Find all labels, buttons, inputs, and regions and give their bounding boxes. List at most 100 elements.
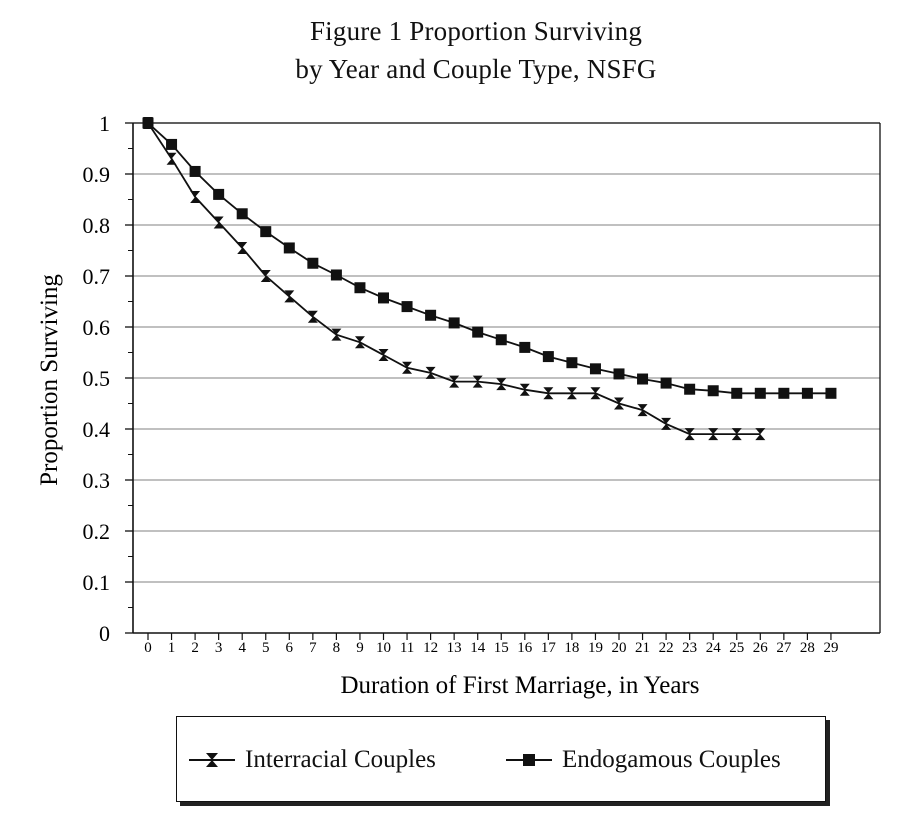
y-axis-label: Proportion Surviving bbox=[36, 274, 63, 486]
series-endogamous bbox=[142, 117, 837, 399]
y-tick-label: 0.3 bbox=[83, 468, 111, 493]
chart-title: Figure 1 Proportion Surviving bbox=[309, 16, 643, 46]
legend-label-interracial: Interracial Couples bbox=[245, 746, 436, 773]
legend-item-endogamous: Endogamous Couples bbox=[504, 745, 781, 775]
y-tick-label: 0.1 bbox=[83, 570, 111, 595]
x-tick-label: 26 bbox=[753, 640, 769, 656]
data-point-endogamous bbox=[448, 317, 460, 329]
x-tick-label: 12 bbox=[423, 640, 438, 656]
y-tick-label: 0.8 bbox=[83, 213, 111, 238]
x-tick-label: 11 bbox=[400, 640, 414, 656]
x-tick-label: 2 bbox=[191, 640, 199, 656]
data-point-interracial bbox=[213, 216, 224, 229]
data-point-interracial bbox=[708, 428, 719, 441]
x-tick-label: 19 bbox=[588, 640, 603, 656]
x-tick-label: 5 bbox=[262, 640, 270, 656]
data-point-endogamous bbox=[519, 341, 531, 353]
y-tick-label: 0.2 bbox=[83, 519, 111, 544]
x-tick-label: 21 bbox=[635, 640, 650, 656]
x-tick-label: 0 bbox=[144, 640, 152, 656]
data-point-endogamous bbox=[589, 363, 601, 375]
legend: Interracial Couples Endogamous Couples bbox=[176, 716, 826, 802]
x-tick-label: 15 bbox=[494, 640, 509, 656]
data-point-endogamous bbox=[801, 387, 813, 399]
x-tick-label: 4 bbox=[238, 640, 246, 656]
chart-subtitle: by Year and Couple Type, NSFG bbox=[295, 54, 657, 84]
data-point-interracial bbox=[402, 361, 413, 374]
y-tick-label: 0.9 bbox=[83, 162, 111, 187]
y-tick-label: 0 bbox=[99, 621, 110, 646]
data-point-interracial bbox=[614, 397, 624, 410]
x-tick-label: 25 bbox=[729, 640, 744, 656]
data-point-endogamous bbox=[330, 269, 342, 281]
x-tick-label: 16 bbox=[517, 640, 533, 656]
data-point-endogamous bbox=[213, 188, 225, 200]
x-tick-label: 17 bbox=[541, 640, 557, 656]
data-point-interracial bbox=[237, 241, 248, 254]
data-point-endogamous bbox=[401, 301, 413, 313]
x-tick-label: 8 bbox=[333, 640, 341, 656]
data-point-endogamous bbox=[613, 368, 625, 380]
data-point-interracial bbox=[190, 190, 201, 203]
data-point-endogamous bbox=[566, 357, 578, 369]
data-point-endogamous bbox=[236, 208, 248, 220]
data-point-interracial bbox=[425, 366, 436, 379]
data-point-endogamous bbox=[472, 326, 484, 338]
data-point-interracial bbox=[731, 428, 742, 441]
data-point-endogamous bbox=[283, 242, 295, 254]
x-tick-label: 23 bbox=[682, 640, 697, 656]
x-tick-label: 28 bbox=[800, 640, 815, 656]
data-point-interracial bbox=[331, 328, 342, 341]
endogamous-marker-icon bbox=[506, 754, 552, 766]
data-point-endogamous bbox=[660, 377, 672, 389]
data-point-interracial bbox=[472, 375, 483, 388]
data-point-endogamous bbox=[707, 385, 719, 397]
series-layer bbox=[142, 117, 837, 441]
data-point-interracial bbox=[284, 290, 295, 303]
data-point-endogamous bbox=[684, 383, 696, 395]
x-tick-label: 14 bbox=[470, 640, 486, 656]
data-point-endogamous bbox=[637, 373, 649, 385]
x-axis-label: Duration of First Marriage, in Years bbox=[341, 672, 700, 699]
axes bbox=[125, 122, 881, 640]
x-tick-labels: 0 1 2 3 4 5 6 7 8 9 10 11 12 13 14 15 16 17 18 19 20 21 22 23 24… bbox=[144, 640, 838, 656]
y-tick-label: 0.7 bbox=[83, 264, 111, 289]
interracial-marker-icon bbox=[189, 753, 235, 767]
x-tick-label: 7 bbox=[309, 640, 317, 656]
data-point-endogamous bbox=[754, 387, 766, 399]
y-tick-label: 0.4 bbox=[83, 417, 111, 442]
y-tick-label: 0.5 bbox=[83, 366, 111, 391]
x-tick-label: 9 bbox=[356, 640, 364, 656]
data-point-interracial bbox=[166, 152, 177, 165]
y-tick-label: 1 bbox=[99, 111, 110, 136]
legend-label-endogamous: Endogamous Couples bbox=[562, 746, 781, 773]
x-tick-label: 24 bbox=[706, 640, 722, 656]
data-point-interracial bbox=[378, 349, 389, 362]
data-point-interracial bbox=[566, 387, 577, 400]
data-point-endogamous bbox=[378, 292, 389, 304]
data-point-interracial bbox=[449, 375, 460, 388]
data-point-interracial bbox=[543, 387, 554, 400]
x-tick-label: 27 bbox=[776, 640, 792, 656]
data-point-interracial bbox=[260, 270, 271, 282]
x-tick-label: 6 bbox=[286, 640, 294, 656]
x-tick-label: 18 bbox=[564, 640, 579, 656]
x-tick-label: 13 bbox=[447, 640, 462, 656]
data-point-endogamous bbox=[166, 138, 178, 150]
legend-item-interracial: Interracial Couples bbox=[187, 745, 436, 775]
data-point-interracial bbox=[590, 387, 601, 400]
data-point-interracial bbox=[637, 404, 648, 417]
data-point-interracial bbox=[496, 378, 507, 391]
data-point-endogamous bbox=[354, 282, 366, 294]
data-point-interracial bbox=[307, 310, 318, 323]
data-point-endogamous bbox=[542, 351, 554, 363]
gridlines bbox=[133, 122, 880, 583]
data-point-endogamous bbox=[260, 226, 272, 238]
data-point-endogamous bbox=[189, 165, 201, 177]
series-line-interracial bbox=[147, 122, 761, 436]
data-point-endogamous bbox=[731, 387, 743, 399]
x-tick-label: 20 bbox=[612, 640, 627, 656]
data-point-interracial bbox=[684, 428, 695, 441]
data-point-interracial bbox=[354, 336, 365, 349]
